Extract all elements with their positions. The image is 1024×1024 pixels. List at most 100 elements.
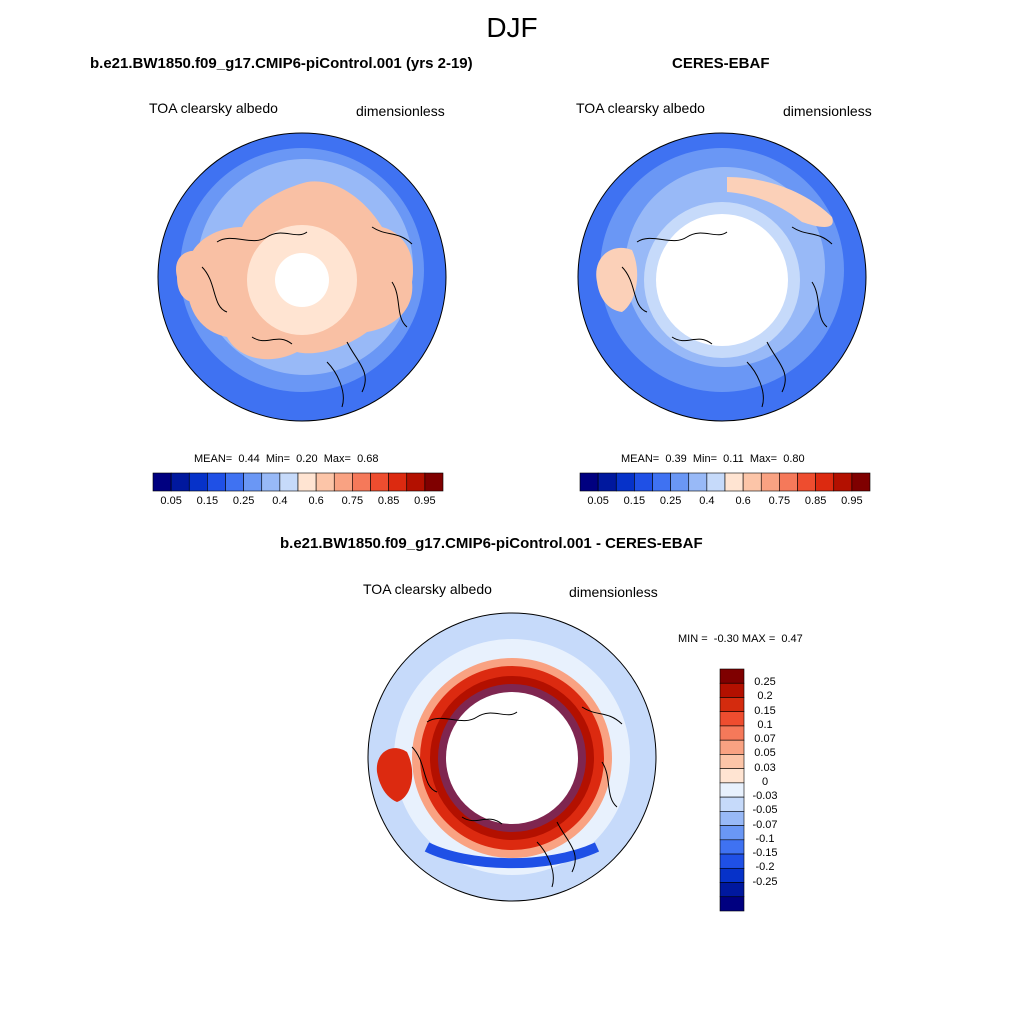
panel2-colorbar-tick-label: 0.15 [623, 495, 646, 507]
panel1-colorbar-tick-label: 0.05 [160, 495, 182, 507]
panel3-colorbar-swatch [719, 825, 745, 841]
panel2-colorbar-tick-label: 0.4 [699, 495, 715, 507]
panel2-colorbar-swatch [652, 472, 671, 492]
panel3-stats: MIN = -0.30 MAX = 0.47 [678, 633, 803, 645]
panel1-colorbar-swatch [370, 472, 389, 492]
panel3-colorbar-tick-label: -0.25 [752, 875, 778, 888]
panel1-colorbar-swatch [388, 472, 408, 492]
panel2-units: dimensionless [783, 103, 872, 119]
panel1-colorbar-tick-label: 0.75 [341, 495, 364, 507]
panel3-colorbar-tick-label: -0.15 [752, 847, 778, 860]
panel3-colorbar-swatch [719, 668, 745, 684]
panel2-colorbar-swatch [815, 472, 835, 492]
panel1-colorbar-swatch [279, 472, 299, 492]
panel2-colorbar-tick-label: 0.95 [841, 495, 863, 507]
panel3-colorbar-tick-label: -0.05 [752, 804, 778, 817]
panel3-map-border [367, 612, 657, 902]
panel1-stats: MEAN= 0.44 Min= 0.20 Max= 0.68 [194, 453, 379, 465]
panel1-colorbar-swatch [225, 472, 244, 492]
panel1-colorbar-tick-label: 0.15 [196, 495, 219, 507]
panel3-colorbar-tick-label: 0 [761, 775, 769, 788]
panel1-polar-map [157, 132, 447, 422]
panel2-land-patch [596, 247, 638, 312]
panel3-colorbar-tick-label: -0.2 [755, 861, 775, 874]
panel2-stats: MEAN= 0.39 Min= 0.11 Max= 0.80 [621, 453, 805, 465]
panel3-colorbar-swatch [719, 725, 745, 741]
panel3-colorbar-tick-label: 0.07 [754, 733, 776, 746]
panel2-colorbar-tick-label: 0.6 [735, 495, 751, 507]
panel3-pole-hole [446, 692, 578, 824]
panel1-colorbar-swatch [315, 472, 335, 492]
panel2-colorbar-swatch [742, 472, 762, 492]
panel1-colorbar-swatch [207, 472, 226, 492]
panel2-colorbar [579, 472, 871, 492]
panel3-polar-map [367, 612, 657, 902]
panel2-colorbar-tick-label: 0.25 [659, 495, 682, 507]
panel2-colorbar-swatch [597, 472, 617, 492]
panel2-colorbar-swatch [615, 472, 635, 492]
panel3-colorbar-tick-label: 0.25 [754, 676, 776, 689]
panel3-colorbar-swatch [719, 768, 745, 784]
panel1-map-border [157, 132, 447, 422]
panel3-colorbar-tick-label: -0.1 [755, 832, 775, 845]
panel2-pole-hole [656, 214, 788, 346]
panel3-colorbar-swatch [719, 811, 745, 826]
panel2-colorbar-swatch [670, 472, 690, 492]
panel1-colorbar-tick-label: 0.95 [414, 495, 436, 507]
figure-title: DJF [486, 12, 538, 43]
panel2-coastline [621, 226, 833, 408]
panel1-colorbar-tick-label: 0.4 [272, 495, 288, 507]
panel3-colorbar-tick-label: 0.1 [757, 718, 773, 731]
panel1-pole-hole [275, 253, 329, 307]
panel3-colorbar-swatch [719, 867, 745, 883]
panel3-colorbar-swatch [719, 853, 745, 869]
panel3-colorbar-tick-label: 0.05 [754, 747, 776, 760]
panel1-colorbar-tick-label: 0.6 [308, 495, 324, 507]
panel1-title: b.e21.BW1850.f09_g17.CMIP6-piControl.001… [90, 55, 473, 72]
panel1-colorbar-tick-label: 0.25 [232, 495, 255, 507]
panel2-colorbar-swatch [760, 472, 780, 492]
panel3-colorbar-tick-label: 0.03 [754, 761, 776, 774]
panel1-colorbar [152, 472, 444, 492]
panel2-colorbar-tick-label: 0.85 [804, 495, 827, 507]
panel1-colorbar-swatch [188, 472, 208, 492]
panel2-colorbar-swatch [833, 472, 853, 492]
panel3-title: b.e21.BW1850.f09_g17.CMIP6-piControl.001… [280, 535, 703, 552]
panel1-land-tail [176, 250, 208, 302]
panel2-polar-map [577, 132, 867, 422]
panel1-colorbar-swatch [261, 472, 281, 492]
panel3-units: dimensionless [569, 584, 658, 600]
panel2-colorbar-swatch [634, 472, 653, 492]
panel2-land-strip [727, 177, 833, 227]
panel1-colorbar-swatch [297, 472, 317, 492]
panel1-colorbar-swatch [424, 472, 444, 492]
panel3-colorbar-swatch [719, 782, 745, 798]
panel1-variable: TOA clearsky albedo [149, 100, 278, 116]
panel2-colorbar-swatch [797, 472, 816, 492]
panel3-variable: TOA clearsky albedo [363, 581, 492, 597]
panel2-colorbar-swatch [851, 472, 871, 492]
panel3-colorbar-swatch [719, 682, 745, 698]
panel3-colorbar-tick-label: 0.15 [754, 704, 776, 717]
panel1-units: dimensionless [356, 103, 445, 119]
panel3-red-patch [376, 748, 413, 802]
panel3-colorbar-tick-label: -0.03 [752, 790, 778, 803]
panel2-map-border [577, 132, 867, 422]
panel3-colorbar-swatch [719, 739, 745, 755]
panel1-colorbar-swatch [352, 472, 371, 492]
panel1-colorbar-swatch [152, 472, 172, 492]
panel3-colorbar-swatch [719, 697, 745, 713]
panel2-colorbar-swatch [724, 472, 744, 492]
panel1-coastline [201, 226, 413, 408]
panel3-colorbar-swatch [719, 754, 745, 769]
panel2-colorbar-swatch [688, 472, 708, 492]
panel2-variable: TOA clearsky albedo [576, 100, 705, 116]
panel1-colorbar-swatch [406, 472, 426, 492]
panel2-colorbar-tick-label: 0.75 [768, 495, 791, 507]
panel3-colorbar-swatch [719, 896, 745, 912]
panel3-colorbar-swatch [719, 839, 745, 855]
panel2-colorbar-swatch [706, 472, 726, 492]
panel2-title: CERES-EBAF [672, 55, 770, 72]
panel1-colorbar-swatch [333, 472, 353, 492]
panel3-colorbar-swatch [719, 882, 745, 898]
